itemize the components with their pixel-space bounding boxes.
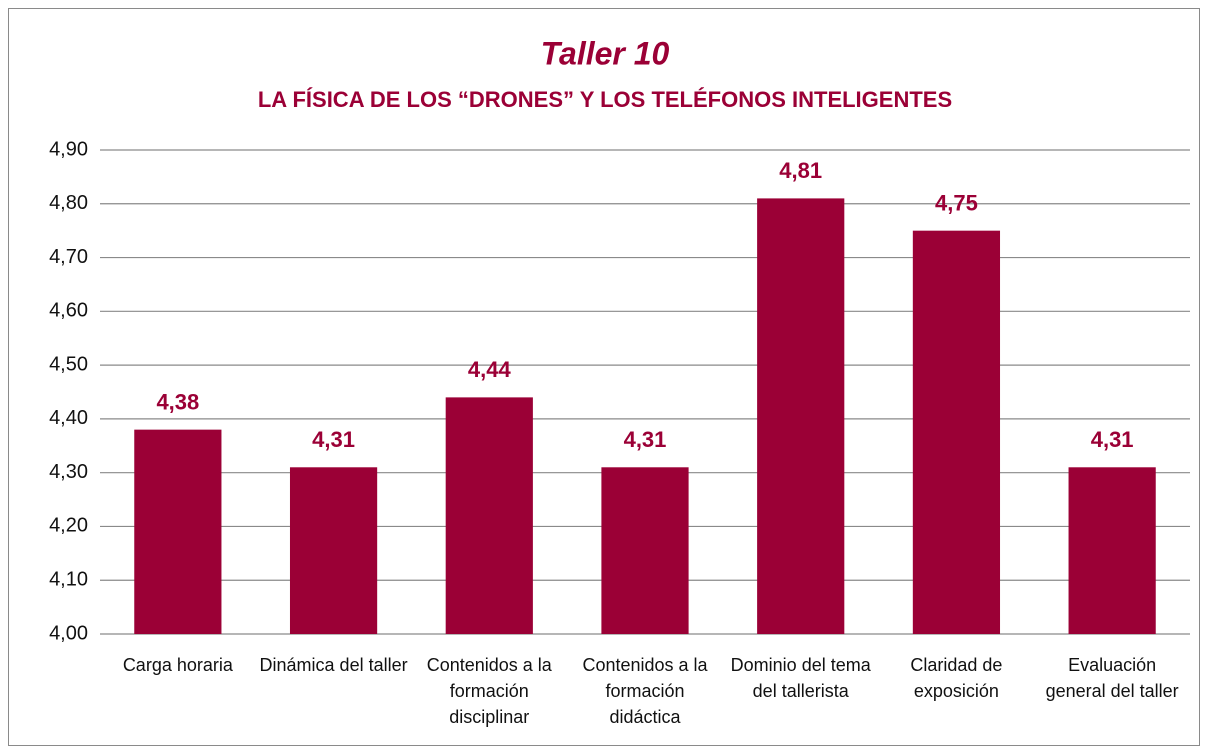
- chart-subtitle: LA FÍSICA DE LOS “DRONES” Y LOS TELÉFONO…: [258, 87, 952, 112]
- chart-title: Taller 10: [541, 35, 670, 71]
- data-label: 4,75: [935, 190, 978, 215]
- x-tick-label: Dinámica del taller: [259, 655, 408, 675]
- y-tick-label: 4,20: [49, 515, 88, 537]
- data-label: 4,38: [156, 389, 199, 414]
- bar: [445, 397, 533, 634]
- chart-frame: [8, 8, 1200, 746]
- y-tick-label: 4,80: [49, 192, 88, 214]
- data-label: 4,31: [312, 427, 355, 452]
- y-tick-label: 4,40: [49, 407, 88, 429]
- x-tick-label: Dominio del tema del tallerista: [730, 655, 871, 701]
- data-label: 4,31: [1091, 427, 1134, 452]
- y-tick-label: 4,10: [49, 569, 88, 591]
- y-tick-label: 4,00: [49, 622, 88, 644]
- data-label: 4,31: [624, 427, 667, 452]
- x-tick-label: Evaluación general del taller: [1045, 655, 1179, 701]
- bar: [912, 230, 1001, 634]
- x-tick-label: Carga horaria: [122, 655, 233, 675]
- y-tick-label: 4,50: [49, 353, 88, 375]
- data-label: 4,44: [468, 357, 512, 382]
- bar: [601, 467, 689, 634]
- y-tick-label: 4,90: [49, 138, 88, 160]
- y-tick-label: 4,70: [49, 246, 88, 268]
- bar: [757, 198, 845, 634]
- bar: [1068, 467, 1156, 634]
- data-label: 4,81: [779, 158, 822, 183]
- bar: [134, 429, 222, 634]
- x-tick-label: Contenidos a la formación didáctica: [582, 655, 708, 727]
- x-tick-label: Contenidos a la formación disciplinar: [426, 655, 552, 727]
- y-tick-label: 4,30: [49, 461, 88, 483]
- y-tick-label: 4,60: [49, 300, 88, 322]
- x-tick-label: Claridad de exposición: [910, 655, 1003, 701]
- bar: [289, 467, 378, 634]
